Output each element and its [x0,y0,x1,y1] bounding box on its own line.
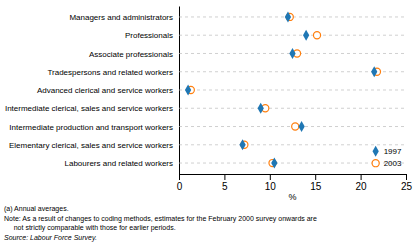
dot [371,66,377,77]
x-tick-label: 0 [177,181,183,192]
y-tick: Elementary clerical, sales and service w… [9,141,179,150]
x-tick-line [315,174,316,180]
x-tick-label: 20 [356,181,368,192]
x-tick: 15 [310,174,322,192]
dot [258,103,264,114]
dot [298,121,304,132]
legend-item: 2003 [372,159,402,168]
x-tick-line [179,174,180,180]
y-tick: Associate professionals [89,50,179,59]
y-tick-label: Elementary clerical, sales and service w… [9,141,173,150]
y-tick: Managers and administrators [69,13,179,22]
grid-line [179,108,406,109]
series-0 [185,12,377,169]
row-guides [179,17,406,163]
y-tick-label: Tradespersons and related workers [47,68,173,77]
y-tick: Intermediate production and transport wo… [9,123,179,132]
chart-container: 0 5 10 15 20 25 Managers and administrators Pro… [0,0,416,246]
note: (a) Annual averages. [4,205,69,213]
note-line: Note: As a result of changes to coding m… [4,215,317,223]
series-1 [187,13,380,166]
y-tick: Advanced clerical and service workers [37,86,179,95]
x-tick: 25 [401,174,413,192]
dot [185,85,191,96]
y-tick-label: Labourers and related workers [64,159,173,168]
legend-label: 1997 [384,147,402,156]
plot: 0 5 10 15 20 25 Managers and administrators Pro… [5,7,413,203]
x-tick: 20 [356,174,368,192]
y-tick: Intermediate clerical, sales and service… [5,104,179,113]
marks [179,12,406,169]
x-tick: 0 [177,174,183,192]
y-tick-label: Advanced clerical and service workers [37,86,173,95]
note-line: Source: Labour Force Survey. [4,234,97,242]
dot [271,158,277,169]
x-tick-label: 10 [265,181,277,192]
x-tick-line [270,174,271,180]
chart-svg: 0 5 10 15 20 25 Managers and administrators Pro… [0,0,416,246]
x-tick-line [224,174,225,180]
x-tick-label: 15 [310,181,322,192]
y-tick-label: Intermediate clerical, sales and service… [5,104,173,113]
y-tick: Labourers and related workers [64,159,179,168]
x-tick: 10 [265,174,277,192]
y-tick-label: Intermediate production and transport wo… [9,123,173,132]
legend-symbol [372,160,379,167]
grid-line [179,144,406,145]
x-axis: 0 5 10 15 20 25 [177,174,413,192]
legend-item: 1997 [373,146,402,157]
x-axis-title: % [288,192,296,202]
dot [292,123,299,130]
legend: 1997 2003 [372,146,402,168]
x-tick: 5 [222,174,228,192]
y-tick-label: Managers and administrators [69,13,173,22]
y-axis: Managers and administrators Professionals… [5,7,180,175]
y-tick-label: Professionals [125,31,173,40]
dot [313,32,320,39]
y-axis-line [179,7,180,175]
x-tick-label: 25 [401,181,413,192]
y-tick: Tradespersons and related workers [47,68,179,77]
note: Source: Labour Force Survey. [4,234,97,242]
dot [289,48,295,59]
note-line: (a) Annual averages. [4,205,69,213]
legend-symbol [373,146,379,157]
grid-line [179,35,406,36]
note: Note: As a result of changes to coding m… [4,215,317,232]
x-tick-label: 5 [222,181,228,192]
x-tick-line [406,174,407,180]
y-tick-label: Associate professionals [89,50,173,59]
dot [303,30,309,41]
note-line: not strictly comparable with those for e… [4,224,176,232]
legend-label: 2003 [384,159,402,168]
grid-line [179,90,406,91]
x-axis-line [180,175,407,181]
dot [285,12,291,23]
dot [239,139,245,150]
x-tick-line [361,174,362,180]
y-tick: Professionals [125,31,179,40]
